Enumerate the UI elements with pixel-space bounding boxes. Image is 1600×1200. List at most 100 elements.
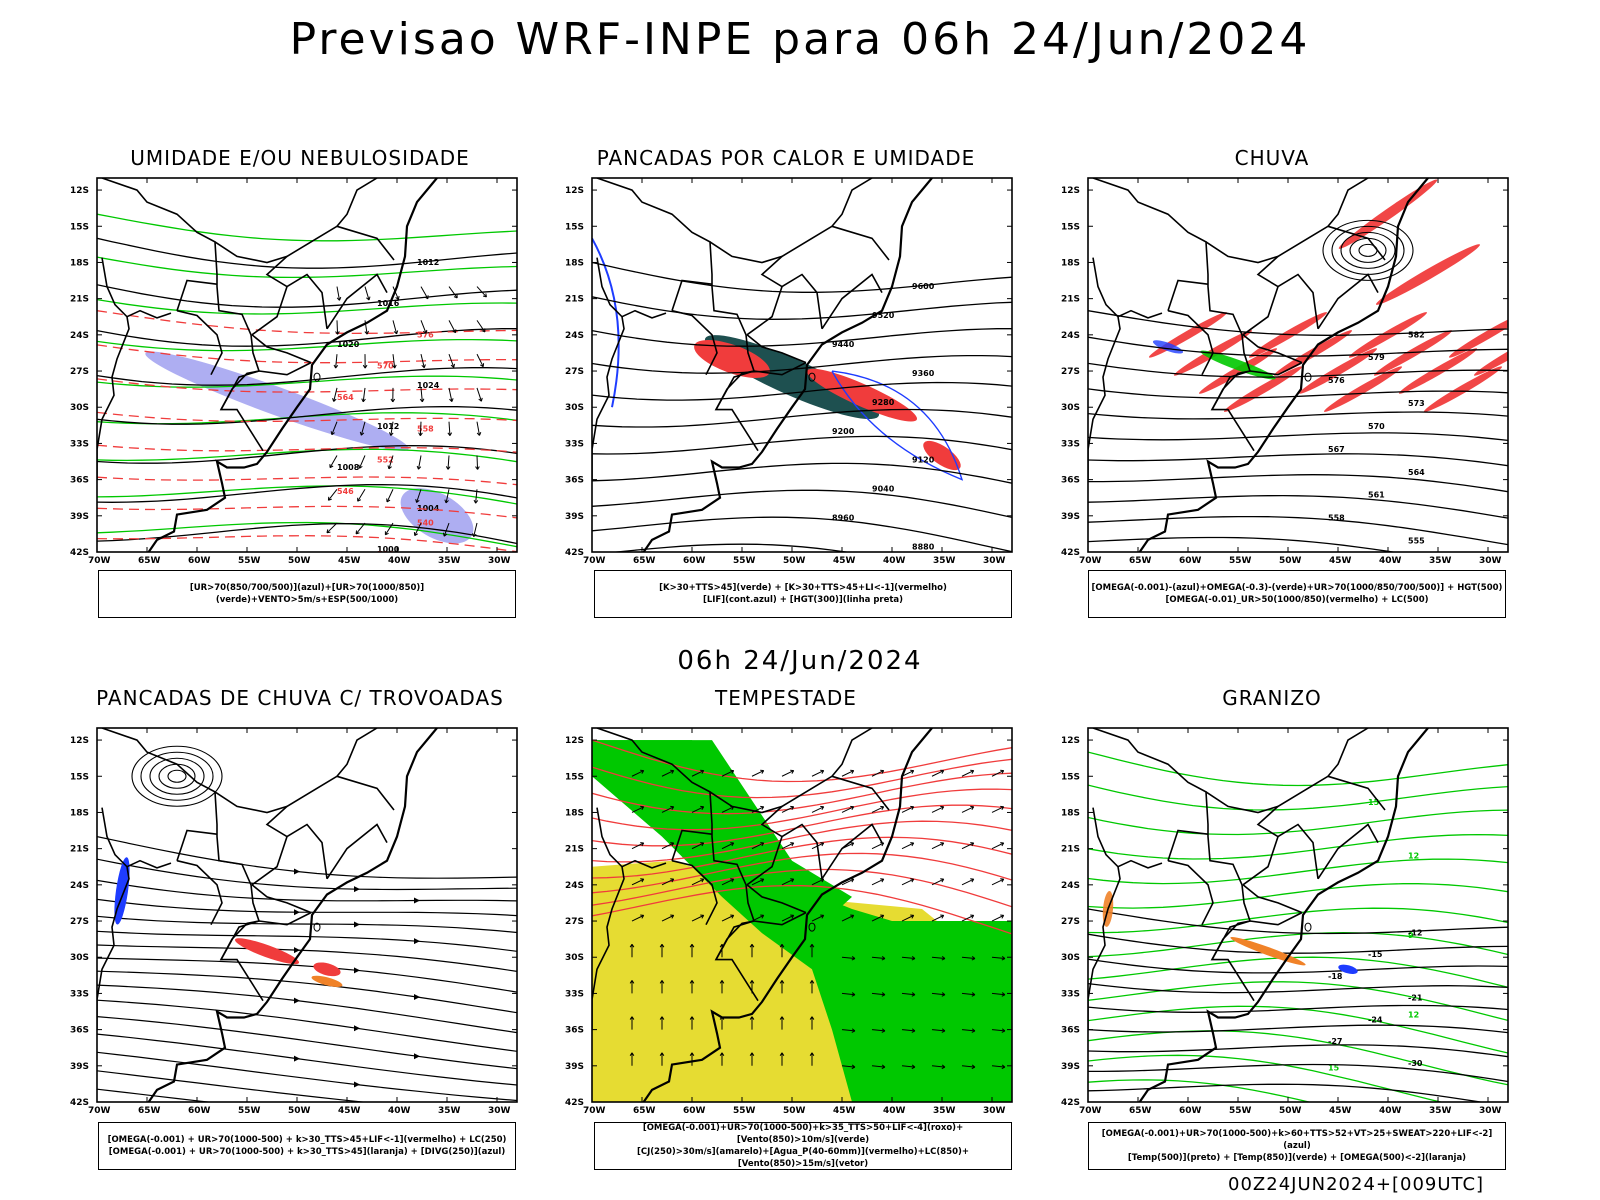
political-border: [176, 859, 223, 926]
lon-tick-label: 50W: [1279, 556, 1302, 566]
green-humidity-contour: [97, 298, 517, 315]
vector-arrowhead: [327, 496, 332, 501]
vector-arrowhead: [971, 1064, 976, 1070]
wind-vector: [420, 354, 425, 368]
contour-label: 558: [417, 424, 434, 433]
map-frame: [591, 727, 1013, 1103]
vector-arrowhead: [419, 398, 425, 403]
lat-tick-label: 27S: [565, 917, 584, 927]
political-border: [1317, 273, 1379, 330]
political-border: [1277, 273, 1319, 329]
lat-tick-label: 33S: [565, 439, 584, 449]
streamline-arrow: [294, 909, 300, 916]
wind-vector: [336, 320, 339, 335]
storm-red-area: [313, 962, 341, 977]
wind850-vector: [751, 878, 764, 886]
wind850-vector: [871, 956, 885, 960]
lat-tick-label: 42S: [1061, 548, 1080, 558]
legend-line: [OMEGA(-0.001) + UR>70(1000-500) + k>30_…: [107, 1135, 507, 1145]
lc250-streamline: [97, 898, 517, 917]
wind850-vector: [871, 770, 884, 777]
upper-level-circulation: [131, 745, 223, 807]
contour-label: 9360: [912, 369, 935, 378]
vector-arrowhead: [424, 295, 429, 300]
vector-arrowhead: [940, 842, 945, 847]
lat-tick-label: 42S: [565, 1098, 584, 1108]
wind850-vector: [871, 1065, 885, 1068]
legend-granizo: [OMEGA(-0.001)+UR>70(1000-500)+k>60+TTS>…: [1088, 1122, 1506, 1170]
lon-tick-label: 55W: [238, 556, 261, 566]
vector-arrowhead: [971, 955, 976, 961]
lon-tick-label: 40W: [883, 556, 906, 566]
contour-label: 555: [1408, 537, 1425, 546]
wind850-vector: [661, 806, 674, 813]
lc250-streamline: [97, 858, 517, 891]
vector-arrowhead: [760, 878, 765, 883]
wind850-vector: [751, 842, 764, 850]
wind850-vector: [931, 842, 944, 850]
lon-tick-label: 40W: [883, 1106, 906, 1116]
vector-arrowhead: [445, 466, 451, 470]
contour-label: 12: [1408, 1011, 1419, 1020]
vector-arrowhead: [850, 914, 855, 919]
streamline-arrow: [414, 938, 420, 945]
lon-tick-label: 35W: [933, 1106, 956, 1116]
map-frame: [1087, 727, 1509, 1103]
vector-arrowhead: [366, 296, 371, 301]
wind850-vector: [781, 806, 794, 813]
wind850-vector: [931, 1029, 945, 1032]
lon-tick-label: 50W: [1279, 1106, 1302, 1116]
vector-arrowhead: [851, 992, 856, 997]
vector-arrowhead: [749, 1016, 755, 1020]
streamline-arrow: [354, 921, 360, 928]
contour-label: 1000: [377, 545, 400, 554]
vector-arrowhead: [329, 464, 334, 469]
wind850-vector: [931, 914, 944, 922]
lon-tick-label: 35W: [1429, 1106, 1452, 1116]
rain-red-stripe: [1423, 366, 1503, 412]
wind850-vector: [721, 806, 734, 813]
contour-label: 9120: [912, 456, 935, 465]
lon-tick-label: 70W: [583, 1106, 606, 1116]
lon-tick-label: 40W: [388, 1106, 411, 1116]
political-border: [176, 309, 223, 376]
political-border: [1327, 775, 1386, 811]
wind850-vector: [661, 914, 674, 922]
wind850-vector: [811, 914, 824, 922]
legend-chuva: [OMEGA(-0.001)-(azul)+OMEGA(-0.3)-(verde…: [1088, 570, 1506, 618]
vector-arrowhead: [450, 363, 456, 368]
lat-tick-label: 21S: [1061, 295, 1080, 305]
pressure-contour: [97, 284, 517, 308]
lc850-red-streamline: [592, 820, 1012, 863]
temp850-green-contour: [1088, 1030, 1508, 1086]
vector-arrowhead: [1001, 1064, 1006, 1070]
vector-arrowhead: [444, 499, 449, 504]
wind-vector: [443, 522, 450, 537]
vector-arrowhead: [790, 842, 795, 847]
lon-tick-label: 60W: [1179, 1106, 1202, 1116]
vector-arrowhead: [670, 769, 675, 774]
lon-tick-label: 30W: [983, 556, 1006, 566]
political-border: [746, 334, 807, 364]
wind850-vector: [991, 992, 1005, 996]
lat-tick-label: 36S: [70, 1026, 89, 1036]
political-border: [126, 859, 172, 869]
vector-arrowhead: [472, 533, 477, 538]
lc850-red-streamline: [592, 884, 1012, 935]
political-border: [1088, 807, 1121, 1032]
temp850-green-contour: [1088, 907, 1508, 934]
vector-arrowhead: [809, 1052, 815, 1057]
political-border: [251, 334, 312, 364]
lat-tick-label: 24S: [70, 881, 89, 891]
vector-arrowhead: [1000, 769, 1005, 774]
lat-tick-label: 39S: [565, 512, 584, 522]
vector-arrowhead: [336, 296, 342, 301]
wind-vector: [392, 354, 396, 369]
hgt300-contour: [592, 435, 1012, 455]
hgt300-contour: [592, 354, 1012, 374]
vector-arrowhead: [790, 878, 795, 883]
contour-label: 15: [1368, 798, 1380, 807]
panel-title-umidade: UMIDADE E/OU NEBULOSIDADE: [130, 146, 470, 170]
contour-label: 1012: [417, 258, 439, 267]
lon-tick-label: 40W: [388, 556, 411, 566]
